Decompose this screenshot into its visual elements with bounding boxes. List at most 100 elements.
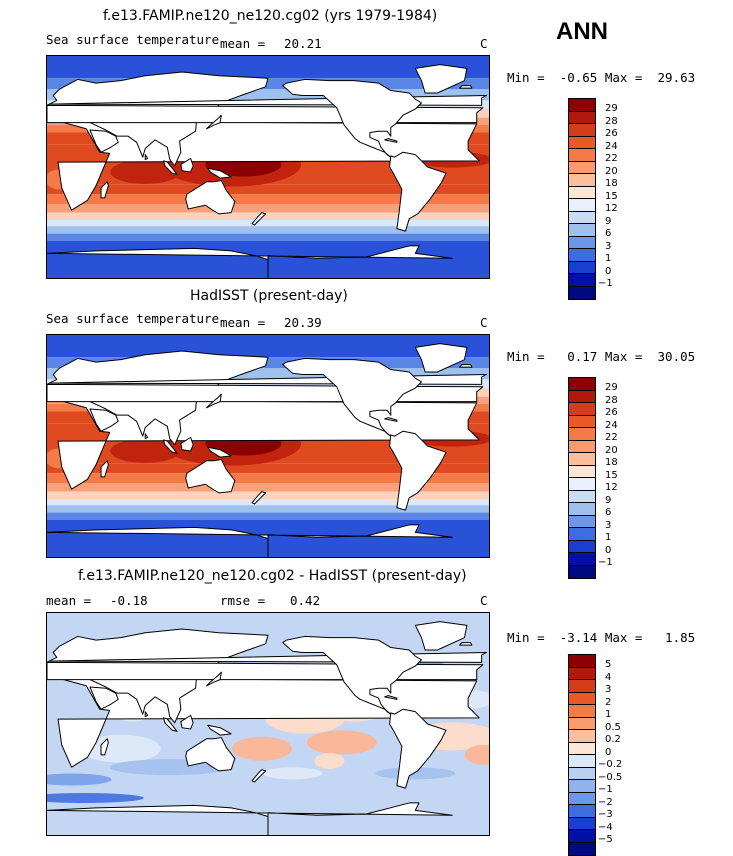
field-band — [47, 357, 489, 369]
colorbar-tick-label: 15 — [605, 469, 618, 481]
colorbar-swatch — [569, 692, 595, 705]
colorbar-swatch — [569, 274, 595, 287]
colorbar-swatch — [569, 440, 595, 453]
colorbar-swatch — [569, 453, 595, 466]
land-outline — [206, 393, 222, 409]
colorbar-swatch — [569, 540, 595, 553]
field-feature — [262, 767, 323, 780]
colorbar-swatch — [569, 842, 595, 855]
land-outline — [389, 151, 447, 232]
colorbar-swatch — [569, 99, 595, 112]
colorbar-tick-label: 3 — [605, 519, 612, 531]
colorbar-tick-label: 0.2 — [605, 734, 621, 746]
colorbar-swatch — [569, 261, 595, 274]
panel-2-mean-value: 20.39 — [284, 315, 322, 330]
colorbar-tick-label: 18 — [605, 457, 618, 469]
panel-2-title: HadISST (present-day) — [190, 288, 348, 304]
field-feature — [314, 753, 345, 769]
colorbar-tick-label: 3 — [605, 240, 612, 252]
colorbar-tick-label: 12 — [605, 482, 618, 494]
colorbar-swatch — [569, 780, 595, 793]
field-feature — [47, 773, 112, 786]
land-outline — [180, 157, 194, 173]
land-outline — [459, 364, 473, 368]
colorbar-swatch — [569, 655, 595, 668]
panel-1-title: f.e13.FAMIP.ne120_ne120.cg02 (yrs 1979-1… — [103, 8, 438, 24]
field-feature — [110, 438, 181, 463]
colorbar-tick-label: −1 — [598, 784, 613, 796]
field-band — [47, 368, 489, 380]
field-band — [47, 463, 489, 474]
land-outline — [47, 104, 484, 124]
panel-1-colorbar — [568, 98, 596, 300]
colorbar-tick-label: 26 — [605, 407, 618, 419]
colorbar-swatch — [569, 465, 595, 478]
panel-2-variable: Sea surface temperature — [46, 311, 220, 326]
land-outline — [180, 436, 194, 452]
colorbar-swatch — [569, 211, 595, 224]
colorbar-tick-label: −3 — [598, 809, 613, 821]
land-outline — [89, 686, 119, 710]
colorbar-tick-label: 24 — [605, 140, 618, 152]
colorbar-swatch — [569, 742, 595, 755]
colorbar-swatch — [569, 490, 595, 503]
land-outline — [207, 724, 232, 736]
land-outline — [47, 661, 484, 681]
colorbar-tick-label: 6 — [605, 507, 612, 519]
colorbar-swatch — [569, 199, 595, 212]
land-outline — [389, 430, 447, 511]
land-outline — [163, 160, 178, 175]
colorbar-swatch — [569, 403, 595, 416]
land-outline — [47, 245, 453, 278]
colorbar-tick-label: 18 — [605, 178, 618, 190]
field-band — [47, 204, 489, 213]
land-outline — [414, 621, 468, 651]
colorbar-swatch — [569, 390, 595, 403]
colorbar-tick-label: 29 — [605, 382, 618, 394]
colorbar-swatch — [569, 174, 595, 187]
field-band — [47, 194, 489, 204]
panel-2-mean-label: mean = — [220, 315, 266, 330]
colorbar-tick-label: 4 — [605, 671, 612, 683]
colorbar-swatch — [569, 186, 595, 199]
field-feature — [110, 159, 181, 184]
panel-3-minmax: Min = -3.14 Max = 1.85 — [507, 630, 696, 645]
field-band — [47, 233, 489, 241]
colorbar-swatch — [569, 111, 595, 124]
land-outline — [89, 408, 119, 432]
field-band — [47, 212, 489, 221]
colorbar-tick-label: 9 — [605, 494, 612, 506]
colorbar-swatch — [569, 161, 595, 174]
colorbar-tick-label: 0.5 — [605, 721, 621, 733]
colorbar-swatch — [569, 515, 595, 528]
land-outline — [207, 167, 232, 179]
colorbar-tick-label: 24 — [605, 419, 618, 431]
land-outline — [459, 642, 473, 646]
colorbar-tick-label: 22 — [605, 432, 618, 444]
land-outline — [251, 769, 267, 783]
panel-1-units: C — [480, 36, 488, 51]
land-outline — [282, 635, 422, 715]
panel-3-rmse-label: rmse = — [220, 593, 266, 608]
land-outline — [163, 439, 178, 454]
field-band — [47, 78, 489, 90]
colorbar-swatch — [569, 503, 595, 516]
colorbar-tick-label: −1 — [598, 278, 613, 290]
land-outline — [100, 460, 109, 478]
panel-1-map-svg — [47, 56, 489, 278]
colorbar-tick-label: 22 — [605, 153, 618, 165]
land-outline — [180, 714, 194, 730]
land-outline — [251, 212, 267, 226]
field-band — [47, 499, 489, 506]
land-outline — [100, 181, 109, 199]
colorbar-tick-label: 0 — [605, 746, 612, 758]
season-label: ANN — [556, 18, 608, 45]
colorbar-tick-label: 3 — [605, 684, 612, 696]
colorbar-swatch — [569, 136, 595, 149]
land-outline — [144, 433, 149, 440]
land-outline — [207, 446, 232, 458]
panel-3-colorbar — [568, 654, 596, 856]
colorbar-tick-label: 9 — [605, 215, 612, 227]
colorbar-swatch — [569, 565, 595, 578]
colorbar-swatch — [569, 830, 595, 843]
